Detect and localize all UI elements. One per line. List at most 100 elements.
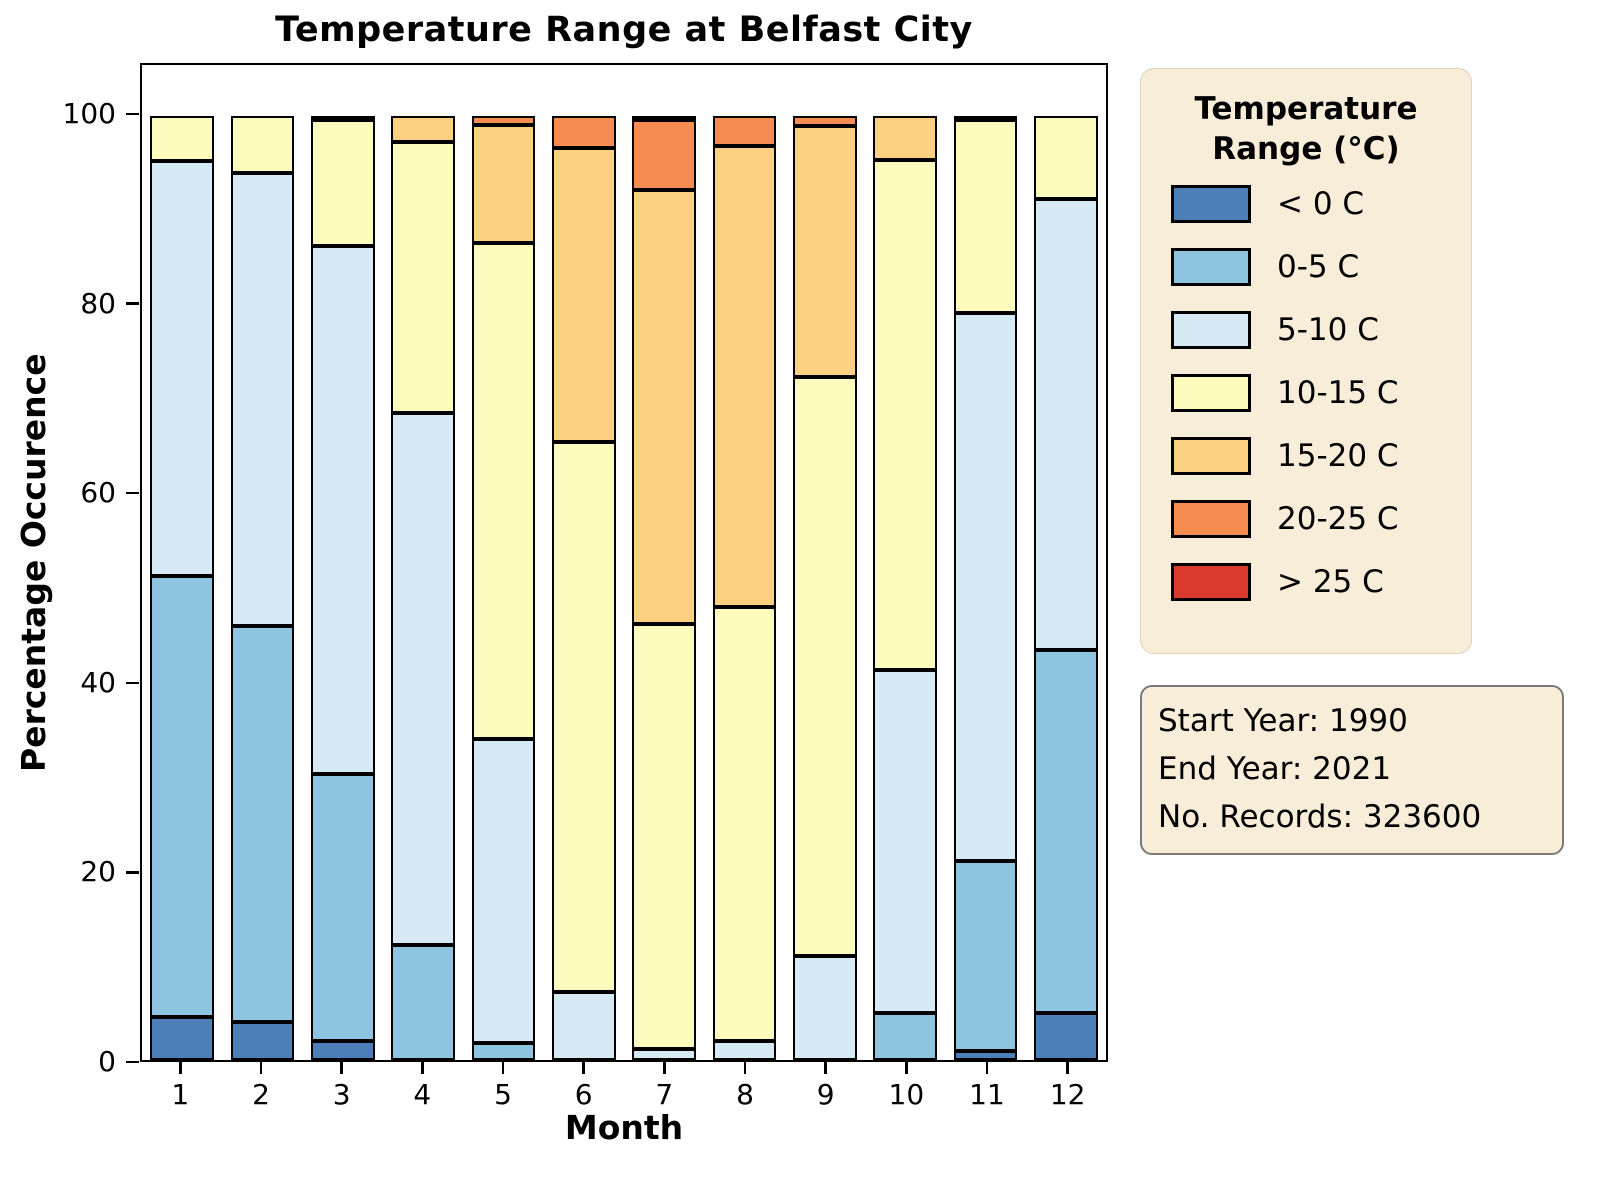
x-tick-label-10: 10 [888,1078,925,1111]
bar-segment-month-7-10-15C [632,623,696,1049]
bar-month-12 [1034,116,1098,1060]
y-tick-mark-100 [126,112,139,116]
x-tick-label-8: 8 [736,1078,754,1111]
bar-month-5 [471,116,536,1060]
bar-segment-month-2-5-10C [230,172,295,626]
bar-slot-month-6 [544,116,624,1060]
y-tick-mark-80 [126,302,139,305]
legend: Temperature Range (°C) < 0 C 0-5 C 5-10 C 1… [1140,68,1472,654]
bar-segment-month-5-15-20C [471,125,536,244]
legend-item-label: 0-5 C [1277,249,1360,285]
plot-area [140,63,1108,1062]
x-tick-label-6: 6 [574,1078,593,1111]
bar-segment-month-3-0-5C [311,774,375,1042]
bar-segment-month-3-<0C [311,1041,375,1060]
bar-slot-month-5 [463,116,543,1060]
bar-month-11 [953,116,1018,1060]
y-tick-label-0: 0 [98,1045,116,1078]
x-tick-mark-3 [340,1062,343,1074]
bar-month-3 [311,116,375,1060]
bar-month-9 [793,116,857,1060]
legend-item-15-20C: 15-20 C [1171,437,1471,475]
info-line-start-year: Start Year: 1990 [1158,703,1408,739]
x-tick-mark-8 [743,1062,747,1074]
legend-title-line1: Temperature [1194,91,1418,127]
bar-segment-month-12-<0C [1034,1012,1098,1060]
bar-segment-month-6-5-10C [552,992,616,1060]
legend-swatch-icon [1171,185,1251,223]
legend-item-20-25C: 20-25 C [1171,500,1471,538]
legend-item-label: 20-25 C [1277,501,1399,537]
legend-item-label: 5-10 C [1277,312,1379,348]
bar-segment-month-9-15-20C [793,126,857,377]
bar-month-1 [150,116,214,1060]
bar-segment-month-7-5-10C [632,1048,696,1060]
bar-segment-month-11-10-15C [953,120,1018,314]
x-tick-mark-2 [259,1062,263,1074]
bar-segment-month-5-20-25C [471,116,536,126]
x-tick-mark-10 [905,1062,908,1074]
legend-item-0-5C: 0-5 C [1171,248,1471,286]
legend-item-<0C: < 0 C [1171,185,1471,223]
bar-slot-month-2 [222,116,302,1060]
x-axis-label: Month [564,1108,684,1147]
legend-item-label: 10-15 C [1277,375,1399,411]
x-tick-label-11: 11 [969,1078,1005,1111]
y-tick-label-80: 80 [80,286,116,320]
info-line-records: No. Records: 323600 [1158,799,1482,835]
bar-segment-month-10-10-15C [873,160,937,671]
bar-month-4 [391,116,455,1060]
x-tick-mark-6 [582,1062,585,1074]
bar-month-6 [552,116,616,1060]
x-tick-label-12: 12 [1049,1078,1086,1111]
x-tick-label-2: 2 [252,1078,270,1111]
bar-segment-month-11-<0C [953,1050,1018,1060]
bar-slot-month-10 [865,116,945,1060]
bar-month-8 [712,116,777,1060]
x-tick-label-7: 7 [655,1078,674,1111]
bar-segment-month-11-5-10C [953,313,1018,861]
bar-segment-month-10-5-10C [873,670,937,1013]
x-tick-label-5: 5 [494,1078,512,1111]
x-tick-mark-12 [1066,1062,1069,1074]
x-tick-mark-7 [663,1062,666,1074]
bar-segment-month-4-10-15C [391,141,455,414]
bar-segment-month-8-10-15C [712,606,777,1042]
bar-slot-month-8 [704,116,784,1060]
legend-title-line2: Range (°C) [1212,131,1400,167]
bar-slot-month-7 [624,115,704,1060]
bar-segment-month-1-5-10C [150,161,214,576]
bar-segment-month-7-15-20C [632,189,696,624]
bar-slot-month-12 [1026,116,1106,1060]
bar-segment-month-9-5-10C [793,956,857,1060]
legend-item->25C: > 25 C [1171,563,1471,601]
x-tick-mark-4 [421,1062,424,1074]
x-tick-label-1: 1 [171,1078,190,1111]
info-line-end-year: End Year: 2021 [1158,751,1392,787]
bar-segment-month-8-15-20C [712,146,777,607]
bar-segment-month-8-5-10C [712,1041,777,1060]
legend-item-label: 15-20 C [1277,438,1399,474]
y-tick-mark-40 [126,681,139,685]
x-tick-label-3: 3 [332,1078,351,1111]
bar-segment-month-4-0-5C [391,944,455,1060]
legend-swatch-icon [1171,374,1251,412]
bar-segment-month-1-<0C [150,1016,214,1060]
y-tick-mark-0 [126,1060,139,1064]
bar-segment-month-4-15-20C [391,116,455,142]
legend-item-label: > 25 C [1277,564,1384,600]
bar-slot-month-9 [785,116,865,1060]
bars-container [142,115,1106,1060]
legend-item-10-15C: 10-15 C [1171,374,1471,412]
bar-month-10 [873,116,937,1060]
legend-swatch-icon [1171,500,1251,538]
legend-item-label: < 0 C [1277,186,1365,222]
info-box: Start Year: 1990 End Year: 2021 No. Reco… [1140,685,1564,855]
y-tick-label-100: 100 [62,97,116,130]
bar-slot-month-11 [945,116,1025,1060]
bar-slot-month-4 [383,116,463,1060]
bar-segment-month-11-15-20C [953,116,1018,121]
x-tick-mark-5 [501,1062,505,1074]
legend-swatch-icon [1171,248,1251,286]
bar-segment-month-4-5-10C [391,413,455,945]
